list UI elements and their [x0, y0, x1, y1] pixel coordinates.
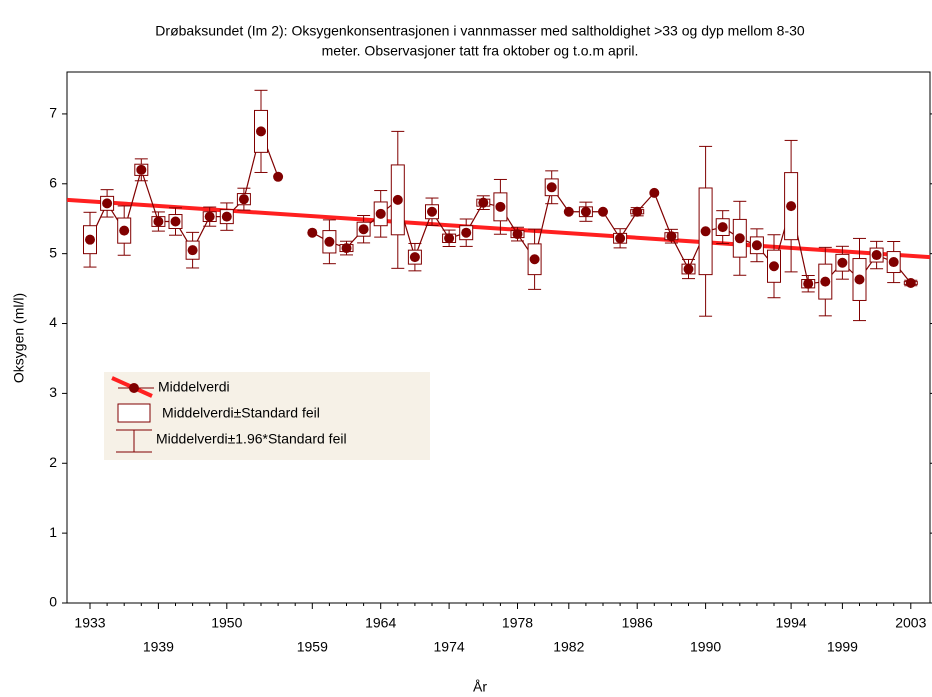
x-tick-label: 1994: [776, 615, 807, 631]
mean-marker: [136, 164, 147, 175]
y-tick-label: 6: [49, 174, 57, 190]
mean-marker: [769, 261, 779, 272]
legend-label: Middelverdi: [158, 379, 230, 395]
mean-marker: [803, 278, 814, 289]
mean-marker: [204, 211, 215, 222]
x-tick-label: 1933: [74, 615, 105, 631]
x-tick-label: 1959: [297, 639, 328, 655]
legend-label: Middelverdi±1.96*Standard feil: [156, 431, 347, 447]
mean-marker: [905, 278, 916, 289]
mean-marker: [888, 257, 899, 268]
y-tick-label: 5: [49, 244, 57, 260]
mean-marker: [546, 182, 557, 193]
mean-marker: [238, 194, 249, 205]
x-tick-label: 1986: [622, 615, 653, 631]
chart-title: meter. Observasjoner tatt fra oktober og…: [322, 43, 639, 59]
mean-marker: [119, 225, 130, 236]
chart-title: Drøbaksundet (Im 2): Oksygenkonsentrasjo…: [155, 23, 805, 39]
mean-marker: [427, 206, 437, 217]
mean-marker: [820, 276, 831, 287]
mean-marker: [495, 201, 506, 212]
mean-marker: [666, 231, 677, 242]
x-tick-label: 1982: [553, 639, 584, 655]
mean-marker: [461, 227, 472, 238]
x-tick-label: 1939: [143, 639, 174, 655]
x-tick-label: 1999: [827, 639, 858, 655]
mean-marker: [153, 216, 164, 227]
mean-marker: [256, 126, 266, 137]
mean-marker: [615, 233, 626, 244]
y-tick-label: 2: [49, 454, 57, 470]
mean-marker: [85, 234, 95, 245]
legend-swatch: [117, 403, 151, 423]
mean-marker: [871, 250, 882, 261]
mean-marker: [580, 206, 591, 217]
y-tick-label: 3: [49, 384, 57, 400]
plot-frame: [66, 71, 931, 604]
mean-marker: [683, 264, 694, 275]
mean-marker: [273, 171, 284, 182]
mean-marker: [786, 201, 797, 212]
legend-label: Middelverdi±Standard feil: [162, 405, 320, 421]
y-tick-label: 0: [49, 594, 57, 610]
mean-marker: [444, 233, 455, 244]
mean-marker: [751, 240, 762, 251]
mean-marker: [478, 197, 489, 208]
x-tick-label: 1990: [690, 639, 721, 655]
mean-marker: [598, 206, 608, 217]
x-axis-label: År: [473, 679, 487, 695]
mean-marker: [187, 245, 198, 256]
mean-marker: [170, 216, 181, 227]
mean-marker: [221, 211, 232, 222]
legend-swatch: [129, 383, 139, 393]
x-tick-label: 1964: [365, 615, 396, 631]
mean-marker: [854, 274, 865, 285]
mean-marker: [358, 224, 369, 235]
mean-marker: [837, 257, 848, 268]
mean-marker: [307, 227, 318, 238]
mean-marker: [102, 198, 113, 209]
y-tick-label: 1: [49, 524, 57, 540]
mean-marker: [700, 226, 711, 237]
mean-marker: [512, 229, 523, 240]
mean-marker: [649, 187, 660, 198]
legend-box: [104, 372, 430, 460]
x-tick-label: 1950: [211, 615, 242, 631]
mean-marker: [375, 208, 386, 219]
mean-marker: [529, 254, 540, 265]
mean-marker: [392, 194, 403, 205]
mean-marker: [409, 252, 420, 263]
mean-marker: [632, 206, 643, 217]
mean-marker: [341, 243, 352, 254]
y-tick-label: 7: [49, 105, 57, 121]
mean-marker: [717, 222, 728, 233]
mean-marker: [563, 206, 574, 217]
y-tick-label: 4: [49, 314, 57, 330]
x-tick-label: 2003: [895, 615, 926, 631]
trend-line: [66, 197, 931, 260]
y-axis-label: Oksygen (ml/l): [11, 293, 27, 383]
mean-marker: [734, 233, 745, 244]
x-tick-label: 1974: [434, 639, 465, 655]
x-tick-label: 1978: [502, 615, 533, 631]
mean-marker: [324, 236, 335, 247]
